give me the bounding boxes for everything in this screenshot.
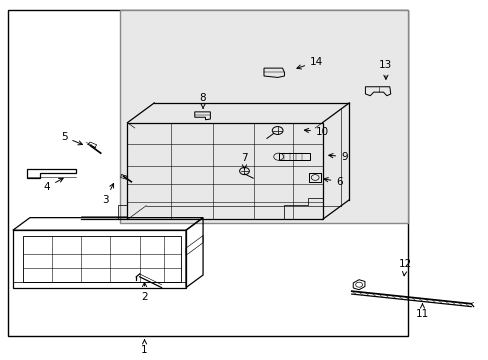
Text: 8: 8 — [199, 93, 206, 108]
Text: 1: 1 — [141, 339, 147, 355]
Text: 6: 6 — [323, 177, 342, 187]
Text: 14: 14 — [296, 57, 323, 69]
Text: 3: 3 — [102, 184, 113, 205]
Bar — [278, 153, 310, 160]
Bar — [120, 10, 407, 223]
Text: 7: 7 — [241, 153, 247, 169]
Text: 4: 4 — [43, 178, 63, 192]
Text: 10: 10 — [304, 127, 328, 136]
Text: 12: 12 — [398, 259, 411, 276]
Text: 11: 11 — [415, 304, 428, 319]
Bar — [8, 10, 407, 336]
Text: 9: 9 — [328, 152, 347, 162]
Text: 13: 13 — [379, 60, 392, 79]
Text: 2: 2 — [141, 283, 147, 302]
Bar — [309, 173, 321, 182]
Text: 5: 5 — [61, 132, 82, 145]
